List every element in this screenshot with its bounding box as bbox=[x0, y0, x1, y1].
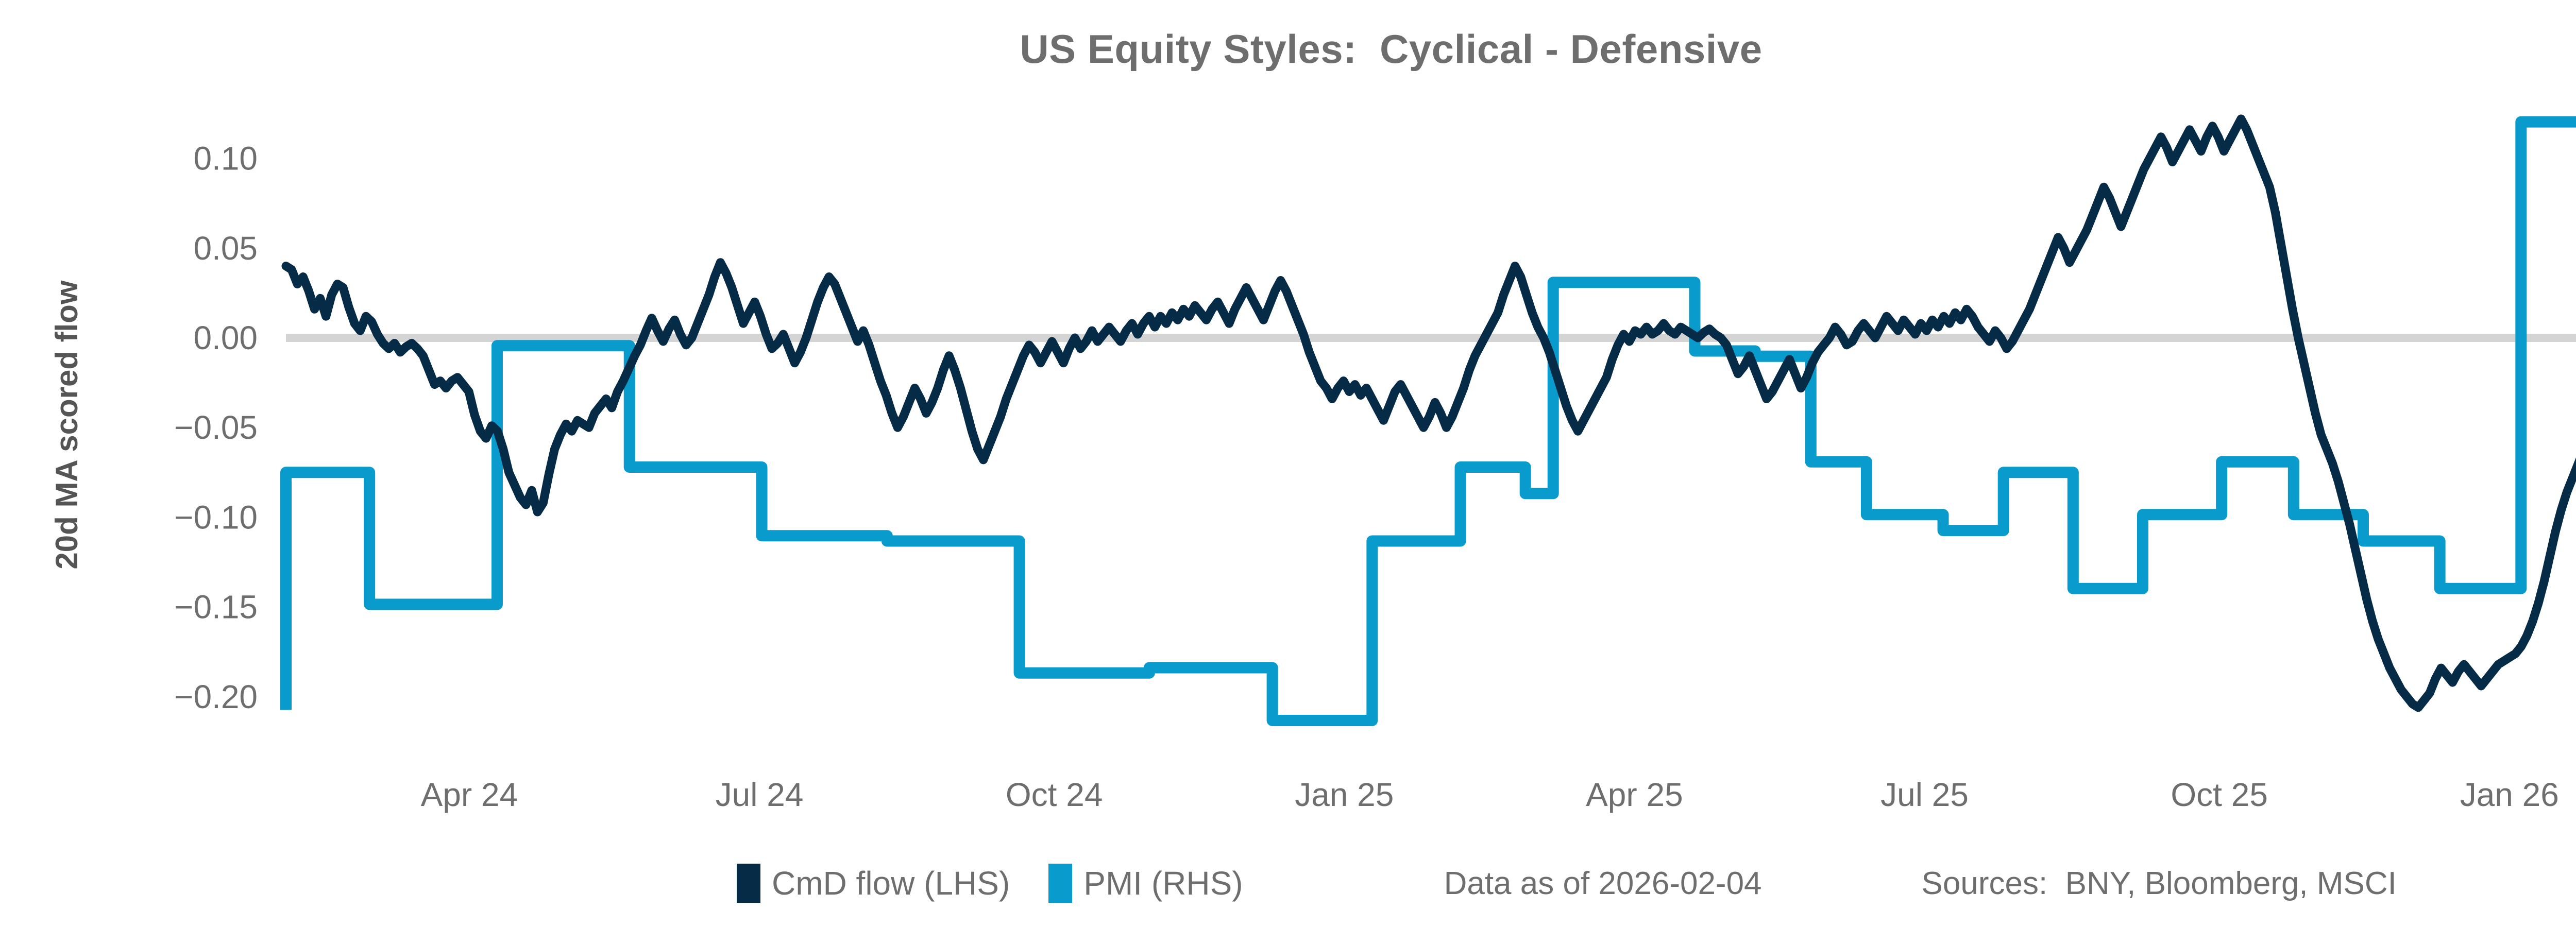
y-tick-label-left: 0.00 bbox=[193, 319, 258, 356]
sources-label: Sources: BNY, Bloomberg, MSCI bbox=[1921, 865, 2397, 901]
x-tick-label: Jul 24 bbox=[716, 776, 804, 813]
y-tick-label-left: −0.10 bbox=[174, 499, 258, 536]
y-axis-left-ticks: 0.10 0.05 0.00 −0.05 −0.10 −0.15 −0.20 bbox=[174, 140, 258, 715]
legend-item-cmd-flow[interactable]: CmD flow (LHS) bbox=[737, 864, 1010, 903]
legend-swatch-pmi bbox=[1048, 864, 1073, 903]
pmi-step-path bbox=[280, 116, 2576, 726]
data-as-of-label: Data as of 2026-02-04 bbox=[1444, 865, 1762, 901]
cmd-flow-path bbox=[281, 114, 2576, 712]
series-cmd-flow-line bbox=[281, 114, 2576, 712]
y-tick-label-left: −0.15 bbox=[174, 589, 258, 626]
x-tick-label: Apr 24 bbox=[421, 776, 518, 813]
chart-legend: CmD flow (LHS) PMI (RHS) Data as of 2026… bbox=[0, 852, 2576, 914]
legend-item-pmi[interactable]: PMI (RHS) bbox=[1048, 864, 1243, 903]
y-tick-label-left: −0.20 bbox=[174, 678, 258, 715]
x-tick-label: Jan 26 bbox=[2460, 776, 2559, 813]
y-tick-label-left: 0.05 bbox=[193, 230, 258, 267]
x-tick-label: Jul 25 bbox=[1880, 776, 1969, 813]
y-axis-left-title: 20d MA scored flow bbox=[49, 280, 84, 570]
series-pmi-line bbox=[280, 116, 2576, 726]
x-tick-label: Jan 25 bbox=[1295, 776, 1394, 813]
legend-swatch-cmd-flow bbox=[737, 864, 760, 903]
x-tick-label: Oct 25 bbox=[2171, 776, 2268, 813]
y-axis-left-title-text: 20d MA scored flow bbox=[49, 280, 84, 570]
x-tick-label: Apr 25 bbox=[1586, 776, 1683, 813]
y-tick-label-left: −0.05 bbox=[174, 409, 258, 446]
x-axis-ticks: Apr 24 Jul 24 Oct 24 Jan 25 Apr 25 Jul 25 Oct … bbox=[421, 776, 2559, 813]
y-tick-label-left: 0.10 bbox=[193, 140, 258, 177]
legend-label-pmi: PMI (RHS) bbox=[1083, 865, 1243, 902]
legend-label-cmd-flow: CmD flow (LHS) bbox=[772, 865, 1010, 902]
x-tick-label: Oct 24 bbox=[1006, 776, 1103, 813]
chart-title: US Equity Styles: Cyclical - Defensive bbox=[1020, 26, 1762, 72]
